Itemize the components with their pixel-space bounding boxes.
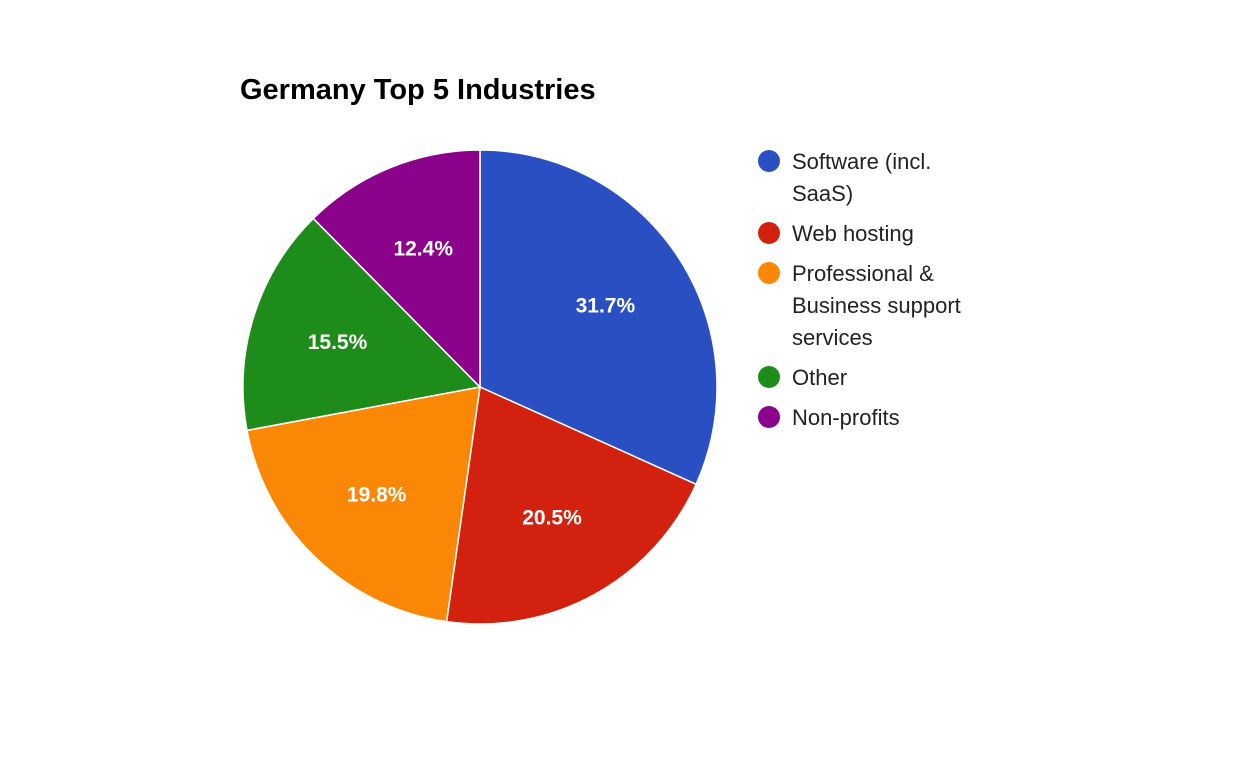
- legend-item-web-hosting[interactable]: Web hosting: [758, 218, 998, 250]
- slice-label-professional-services: 19.8%: [347, 483, 407, 506]
- chart-title: Germany Top 5 Industries: [240, 74, 596, 106]
- pie-slice-professional-services[interactable]: [246, 386, 481, 623]
- slice-label-other: 15.5%: [308, 331, 368, 354]
- slice-label-non-profits: 12.4%: [393, 237, 453, 260]
- legend-label-web-hosting: Web hosting: [792, 221, 914, 246]
- slice-label-software: 31.7%: [576, 294, 636, 317]
- pie-labels: 31.7% 20.5% 19.8% 15.5% 12.4%: [308, 237, 636, 529]
- legend-swatch-web-hosting: [758, 222, 780, 244]
- legend-swatch-professional-services: [758, 262, 780, 284]
- chart-legend: Software (incl. SaaS) Web hosting Profes…: [758, 146, 998, 442]
- pie-slice-software[interactable]: [479, 149, 718, 486]
- legend-swatch-software: [758, 150, 780, 172]
- legend-label-professional-services: Professional & Business support services: [792, 261, 961, 350]
- pie-slices: [242, 149, 718, 625]
- legend-label-other: Other: [792, 365, 848, 390]
- legend-swatch-other: [758, 366, 780, 388]
- legend-label-non-profits: Non-profits: [792, 405, 900, 430]
- pie-slice-other[interactable]: [242, 217, 482, 432]
- pie-slice-web-hosting[interactable]: [445, 385, 698, 625]
- legend-item-other[interactable]: Other: [758, 362, 998, 394]
- pie-slice-non-profits[interactable]: [312, 149, 481, 389]
- legend-swatch-non-profits: [758, 406, 780, 428]
- slice-label-web-hosting: 20.5%: [522, 506, 582, 529]
- legend-item-non-profits[interactable]: Non-profits: [758, 402, 998, 434]
- legend-item-professional-services[interactable]: Professional & Business support services: [758, 258, 998, 354]
- legend-item-software[interactable]: Software (incl. SaaS): [758, 146, 998, 210]
- legend-label-software: Software (incl. SaaS): [792, 149, 932, 206]
